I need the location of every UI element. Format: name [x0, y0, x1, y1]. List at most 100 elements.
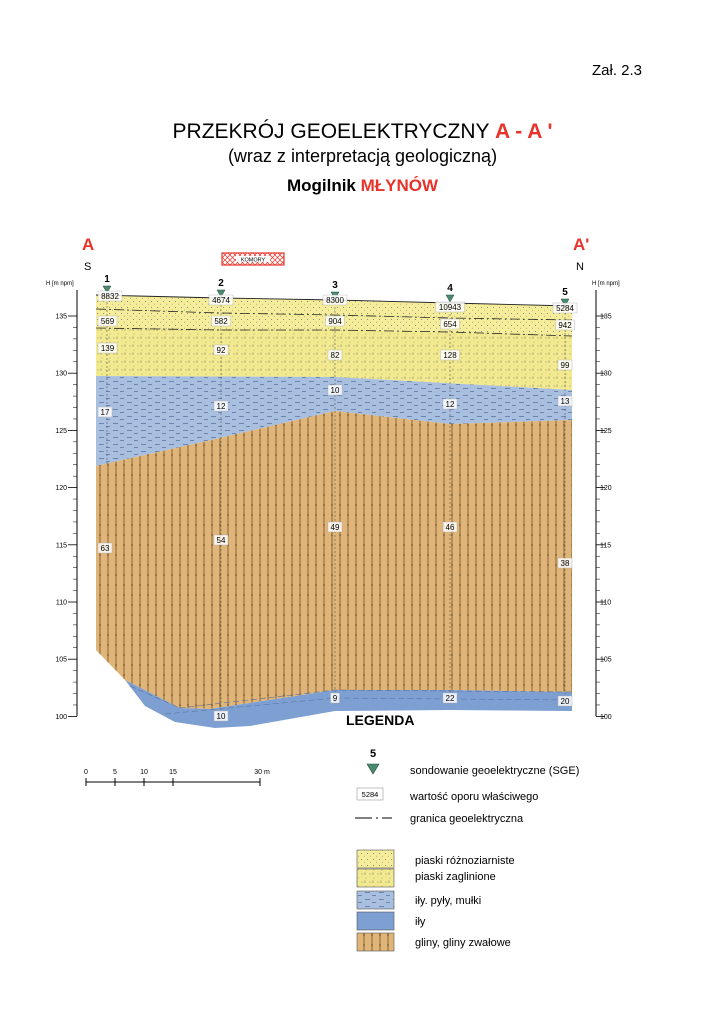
resistivity-value: 582 [214, 317, 228, 326]
sounding-marker-icon [445, 294, 455, 303]
axis-tick-label: 130 [55, 371, 67, 378]
axis-tick-label: 105 [600, 657, 612, 664]
resistivity-value: 49 [331, 523, 340, 532]
axis-tick-label: 100 [55, 714, 67, 721]
legend-item-silt: iły. pyły, mułki [415, 895, 481, 907]
resistivity-value: 17 [101, 408, 110, 417]
scale-label-15: 15 [169, 769, 177, 776]
legend-boundary-label: granica geoelektryczna [410, 813, 524, 825]
resistivity-value: 20 [561, 697, 570, 706]
soundings: 1883256913917632467458292125410383009048… [97, 274, 578, 722]
resistivity-value-box [557, 557, 573, 569]
resistivity-value: 92 [217, 346, 226, 355]
resistivity-value: 128 [443, 351, 457, 360]
axis-tick-label: 130 [600, 371, 612, 378]
resistivity-value-box [557, 359, 573, 371]
resistivity-value-box [213, 534, 229, 546]
site-location: MŁYNÓW [360, 176, 439, 195]
legend-resistivity-label: wartość oporu właściwego [409, 791, 538, 803]
legend-swatch-clay [356, 911, 395, 931]
layer-silt [96, 376, 572, 466]
page-subtitle: (wraz z interpretacją geologiczną) [227, 146, 498, 166]
sounding-number: 1 [104, 274, 110, 285]
resistivity-value: 38 [561, 559, 570, 568]
axis-tick-label: 120 [55, 485, 67, 492]
resistivity-value: 5284 [556, 304, 574, 313]
resistivity-value: 8300 [326, 296, 344, 305]
resistivity-value-box [213, 344, 229, 356]
right-axis-label: H [m npm] [592, 281, 620, 287]
komory-label: KOMORY [241, 258, 266, 264]
resistivity-value: 904 [328, 317, 342, 326]
axis-tick-label: 120 [600, 485, 612, 492]
resistivity-value-box [557, 695, 573, 707]
title-section-id: A - A ' [494, 120, 553, 143]
resistivity-value-box [557, 395, 573, 407]
resistivity-value: 46 [446, 523, 455, 532]
axis-tick-label: 125 [55, 428, 67, 435]
resistivity-value-box [327, 521, 343, 533]
axis-tick-label: 115 [56, 542, 67, 549]
resistivity-value-box [322, 294, 348, 306]
scale-label-0: 0 [84, 769, 88, 776]
axis-tick-label: 135 [600, 314, 612, 321]
resistivity-value-box [442, 398, 458, 410]
resistivity-value-box [97, 542, 113, 554]
resistivity-value: 942 [558, 321, 572, 330]
legend-marker-number: 5 [370, 748, 376, 760]
resistivity-value-box [442, 521, 458, 533]
scale-label-10: 10 [140, 769, 148, 776]
resistivity-value-box [213, 400, 229, 412]
resistivity-value: 569 [101, 317, 115, 326]
axis-tick-label: 135 [55, 314, 67, 321]
sounding-marker-icon [102, 285, 112, 294]
resistivity-value-box [330, 692, 340, 704]
resistivity-value: 63 [101, 544, 110, 553]
axis-tick-label: 110 [600, 600, 611, 607]
scale-bar: 0 5 10 15 30 m [84, 769, 270, 786]
title-main: PRZEKRÓJ GEOELEKTRYCZNY [172, 120, 495, 143]
direction-south: S [84, 261, 91, 273]
direction-north: N [576, 261, 584, 273]
resistivity-value-box [555, 319, 575, 331]
resistivity-value-box [440, 318, 460, 330]
resistivity-value-box [435, 301, 465, 313]
axis-tick-label: 125 [600, 428, 612, 435]
sounding-number: 4 [447, 283, 453, 294]
scale-label-5: 5 [113, 769, 117, 776]
section-end-letter: A' [573, 235, 589, 254]
resistivity-value-box [208, 294, 234, 306]
site-name: Mogilnik MŁYNÓW [0, 176, 725, 196]
legend-resistivity-sample: 5284 [362, 790, 379, 799]
resistivity-value: 10943 [439, 303, 462, 312]
axis-tick-label: 115 [600, 542, 611, 549]
sounding-marker-icon [560, 298, 570, 307]
legend-sounding-icon [366, 763, 380, 775]
resistivity-value-box [325, 315, 345, 327]
scale-label-30: 30 m [254, 769, 270, 776]
annex-number: Zał. 2.3 [592, 62, 643, 79]
legend-swatch-sand [356, 849, 395, 869]
resistivity-value: 12 [446, 400, 455, 409]
axis-ticks: 135 135 130 130 125 125 120 120 115 115 110 110 105 1… [55, 314, 611, 721]
axis-tick-label: 110 [56, 600, 67, 607]
resistivity-value-box [440, 349, 460, 361]
sounding-number: 5 [562, 287, 568, 298]
resistivity-value-box [327, 349, 343, 361]
legend-resistivity-box [356, 787, 384, 801]
resistivity-value: 8832 [101, 292, 119, 301]
legend-swatch-till [356, 932, 395, 952]
legend-swatch-silt [356, 890, 395, 910]
section-start-letter: A [82, 235, 94, 254]
resistivity-value: 22 [446, 694, 455, 703]
resistivity-value: 9 [333, 694, 338, 703]
page-title: PRZEKRÓJ GEOELEKTRYCZNY A - A ' [0, 120, 725, 144]
resistivity-value: 82 [331, 351, 340, 360]
legend-item-till: gliny, gliny zwałowe [415, 937, 511, 949]
resistivity-value-box [97, 315, 118, 327]
resistivity-value: 13 [561, 397, 570, 406]
sounding-marker-icon [216, 289, 226, 298]
axis-tick-label: 100 [600, 714, 612, 721]
resistivity-value-box [97, 290, 123, 302]
